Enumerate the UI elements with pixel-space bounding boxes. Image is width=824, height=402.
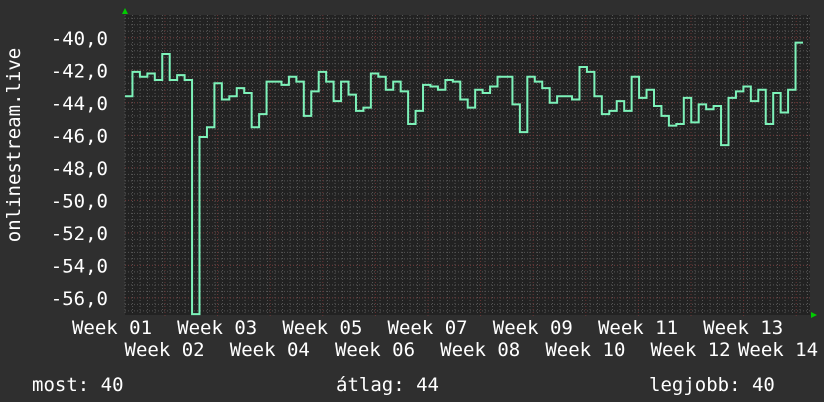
x-tick-label: Week 09 <box>493 317 573 339</box>
legend-current: most: 40 <box>32 374 124 396</box>
y-tick-label: -44,0 <box>51 93 108 115</box>
y-axis-label: onlinestream.live <box>3 47 25 243</box>
y-tick-label: -42,0 <box>51 60 108 82</box>
y-tick-label: -46,0 <box>51 125 108 147</box>
y-tick-label: -54,0 <box>51 255 108 277</box>
x-tick-label: Week 11 <box>598 317 678 339</box>
legend-average: átlag: 44 <box>336 374 439 396</box>
x-tick-label: Week 04 <box>230 339 310 361</box>
x-axis-arrow-icon <box>811 312 817 318</box>
x-tick-label: Week 06 <box>335 339 415 361</box>
x-tick-label: Week 10 <box>545 339 625 361</box>
x-tick-label: Week 12 <box>651 339 731 361</box>
x-tick-label: Week 02 <box>125 339 205 361</box>
y-tick-label: -48,0 <box>51 158 108 180</box>
series-line <box>125 41 803 316</box>
y-tick-label: -50,0 <box>51 190 108 212</box>
legend-best: legjobb: 40 <box>649 374 775 396</box>
x-tick-label: Week 01 <box>72 317 152 339</box>
x-tick-label: Week 03 <box>177 317 257 339</box>
x-tick-label: Week 05 <box>282 317 362 339</box>
y-tick-label: -56,0 <box>51 288 108 310</box>
x-tick-label: Week 08 <box>440 339 520 361</box>
x-tick-label: Week 07 <box>388 317 468 339</box>
x-tick-label: Week 14 <box>738 339 818 361</box>
plot-area <box>125 15 810 315</box>
x-tick-label: Week 13 <box>703 317 783 339</box>
y-axis-arrow-icon <box>122 8 128 14</box>
y-tick-label: -40,0 <box>51 28 108 50</box>
y-tick-label: -52,0 <box>51 223 108 245</box>
